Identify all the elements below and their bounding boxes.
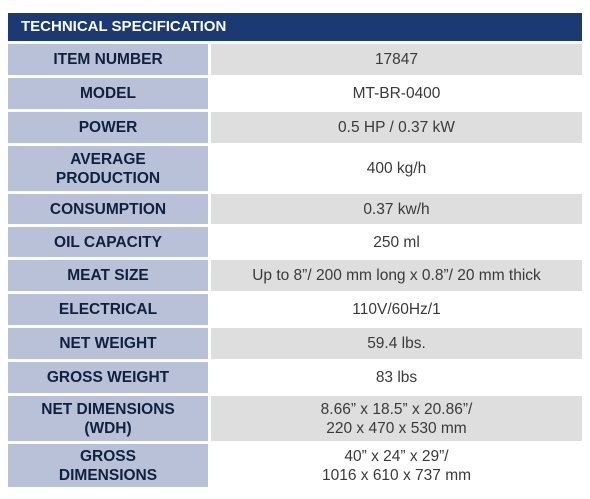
spec-row-item-number: ITEM NUMBER 17847 <box>8 44 582 75</box>
spec-value: 40” x 24” x 29”/ 1016 x 610 x 737 mm <box>211 444 582 487</box>
spec-value: 59.4 lbs. <box>211 328 582 359</box>
spec-label: GROSS WEIGHT <box>8 362 208 393</box>
spec-label: NET DIMENSIONS (WDH) <box>8 396 208 441</box>
spec-value: Up to 8”/ 200 mm long x 0.8”/ 20 mm thic… <box>211 260 582 291</box>
technical-specification-table: TECHNICAL SPECIFICATION ITEM NUMBER 1784… <box>8 13 582 487</box>
spec-label: NET WEIGHT <box>8 328 208 359</box>
spec-value: 8.66” x 18.5” x 20.86”/ 220 x 470 x 530 … <box>211 396 582 441</box>
spec-label: GROSS DIMENSIONS <box>8 444 208 487</box>
spec-value: 17847 <box>211 44 582 75</box>
table-title: TECHNICAL SPECIFICATION <box>8 13 582 41</box>
spec-row-gross-dimensions: GROSS DIMENSIONS 40” x 24” x 29”/ 1016 x… <box>8 444 582 487</box>
spec-row-gross-weight: GROSS WEIGHT 83 lbs <box>8 362 582 393</box>
spec-value: 400 kg/h <box>211 146 582 191</box>
spec-value: 110V/60Hz/1 <box>211 294 582 325</box>
spec-label: OIL CAPACITY <box>8 227 208 257</box>
spec-label: MEAT SIZE <box>8 260 208 291</box>
spec-row-net-dimensions: NET DIMENSIONS (WDH) 8.66” x 18.5” x 20.… <box>8 396 582 441</box>
spec-label: POWER <box>8 112 208 143</box>
spec-value: MT-BR-0400 <box>211 78 582 109</box>
spec-value: 250 ml <box>211 227 582 257</box>
spec-row-oil-capacity: OIL CAPACITY 250 ml <box>8 227 582 257</box>
spec-row-electrical: ELECTRICAL 110V/60Hz/1 <box>8 294 582 325</box>
spec-row-model: MODEL MT-BR-0400 <box>8 78 582 109</box>
spec-label: ITEM NUMBER <box>8 44 208 75</box>
spec-value: 0.5 HP / 0.37 kW <box>211 112 582 143</box>
spec-value: 0.37 kw/h <box>211 194 582 224</box>
spec-label: MODEL <box>8 78 208 109</box>
spec-row-meat-size: MEAT SIZE Up to 8”/ 200 mm long x 0.8”/ … <box>8 260 582 291</box>
spec-label: ELECTRICAL <box>8 294 208 325</box>
spec-label: CONSUMPTION <box>8 194 208 224</box>
spec-row-net-weight: NET WEIGHT 59.4 lbs. <box>8 328 582 359</box>
spec-row-power: POWER 0.5 HP / 0.37 kW <box>8 112 582 143</box>
spec-row-average-production: AVERAGE PRODUCTION 400 kg/h <box>8 146 582 191</box>
spec-row-consumption: CONSUMPTION 0.37 kw/h <box>8 194 582 224</box>
spec-label: AVERAGE PRODUCTION <box>8 146 208 191</box>
spec-value: 83 lbs <box>211 362 582 393</box>
